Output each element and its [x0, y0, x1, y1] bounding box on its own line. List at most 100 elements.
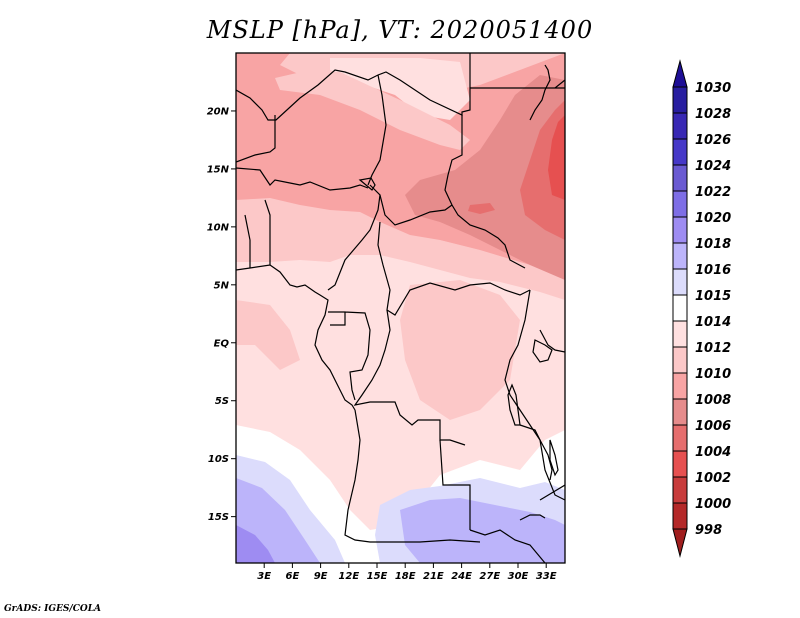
country-borders [236, 53, 565, 563]
colorbar-label: 998 [695, 523, 722, 538]
chart-title: MSLP [hPa], VT: 2020051400 [206, 16, 594, 44]
lake-victoria [532, 339, 553, 363]
lat-tick-label: 5N [214, 280, 230, 291]
colorbar-label: 1014 [695, 315, 731, 330]
colorbar-box [672, 398, 688, 426]
border-zambia-south [469, 529, 546, 563]
border-cameroon-car [377, 221, 531, 316]
lat-tick-label: 15N [207, 164, 230, 175]
colorbar-label: 1008 [695, 393, 731, 408]
border-gabon-congo [328, 311, 371, 401]
lon-tick-label: 24E [451, 571, 472, 582]
colorbar-label: 1010 [695, 367, 731, 382]
lon-tick-label: 9E [314, 571, 328, 582]
band-1004-1006-spot [468, 203, 495, 214]
band-1012-1014-sahara [330, 58, 470, 120]
colorbar-label: 1020 [695, 211, 731, 226]
border-east-lakes [519, 424, 565, 501]
colorbar-label: 1002 [695, 471, 731, 486]
colorbar-label: 1000 [695, 497, 731, 512]
colorbar-box [672, 190, 688, 218]
band-1010-1012-coast [236, 300, 300, 370]
band-1002-1004 [548, 115, 565, 200]
colorbar-box [672, 346, 688, 374]
colorbar-box [672, 242, 688, 270]
colorbar-box [672, 216, 688, 244]
band-1010-1012-sahara [275, 70, 470, 150]
border-algeria-niger [236, 53, 471, 121]
border-drc-east [504, 289, 553, 481]
colorbar-label: 1024 [695, 159, 731, 174]
lake-chad [358, 177, 376, 191]
colorbar-label: 1028 [695, 107, 731, 122]
colorbar-label: 1030 [695, 81, 731, 96]
band-1010-1012-congo [400, 280, 520, 420]
colorbar-box [672, 294, 688, 322]
lakes-and-coast-detail [358, 64, 559, 521]
border-coast-west [236, 264, 356, 411]
colorbar-box [672, 164, 688, 192]
colorbar-arrow-min [672, 528, 688, 558]
lake-malawi [549, 439, 559, 477]
lat-tick-label: 10S [208, 454, 229, 465]
lat-tick-label: 10N [207, 222, 230, 233]
colorbar-label: 1016 [695, 263, 731, 278]
band-1006-1008 [405, 75, 565, 280]
band-1016-1018-east [400, 498, 565, 563]
longitude-axis: 3E 6E 9E 12E 15E 18E 21E 24E 27E 30E 33E [257, 563, 557, 582]
border-mali-niger [236, 115, 276, 163]
colorbar-label: 1026 [695, 133, 731, 148]
border-sudan-east [554, 79, 565, 89]
band-1018-1020 [236, 525, 275, 563]
lon-tick-label: 12E [338, 571, 359, 582]
lon-tick-label: 3E [257, 571, 271, 582]
map-frame [235, 52, 566, 564]
lon-tick-label: 15E [367, 571, 388, 582]
lat-tick-label: EQ [214, 338, 230, 349]
border-congo-drc [353, 309, 466, 446]
colorbar-box [672, 502, 688, 530]
border-angola-zambia [439, 439, 471, 530]
border-niger-chad [367, 74, 387, 186]
lon-tick-label: 33E [536, 571, 557, 582]
colorbar-arrow-max [672, 59, 688, 88]
lon-tick-label: 6E [286, 571, 300, 582]
border-chad-sudan [444, 115, 526, 269]
lat-tick-label: 15S [208, 512, 229, 523]
colorbar-box [672, 86, 688, 114]
colorbar: 1030 1028 1026 1024 1022 1020 1018 1016 1015 1014… [672, 59, 731, 558]
colorbar-box [672, 476, 688, 504]
latitude-axis: 20N 15N 10N 5N EQ 5S 10S 15S [207, 106, 236, 523]
mslp-shaded-field [236, 53, 565, 563]
border-chad-car [379, 194, 453, 226]
colorbar-box [672, 450, 688, 478]
colorbar-label: 1006 [695, 419, 731, 434]
grads-credit: GrADS: IGES/COLA [4, 604, 102, 614]
lake-kariba [519, 514, 546, 521]
lon-tick-label: 27E [479, 571, 500, 582]
border-nigeria-cameroon [327, 184, 381, 291]
colorbar-label: 1015 [695, 289, 731, 304]
colorbar-box [672, 320, 688, 348]
lat-tick-label: 5S [215, 396, 229, 407]
border-angola [344, 409, 481, 543]
colorbar-box [672, 112, 688, 140]
colorbar-label: 1022 [695, 185, 731, 200]
nile-red-sea [529, 64, 551, 121]
colorbar-label: 1018 [695, 237, 731, 252]
lon-tick-label: 21E [423, 571, 444, 582]
lake-tanganyika [507, 383, 521, 426]
colorbar-box [672, 138, 688, 166]
lat-tick-label: 20N [207, 106, 230, 117]
border-uganda-kenya [539, 329, 565, 353]
colorbar-box [672, 424, 688, 452]
lon-tick-label: 30E [508, 571, 529, 582]
border-benin [244, 199, 271, 268]
colorbar-box [672, 372, 688, 400]
border-niger-nigeria [236, 167, 369, 191]
colorbar-label: 1012 [695, 341, 731, 356]
colorbar-label: 1004 [695, 445, 731, 460]
colorbar-box [672, 268, 688, 296]
lon-tick-label: 18E [395, 571, 416, 582]
